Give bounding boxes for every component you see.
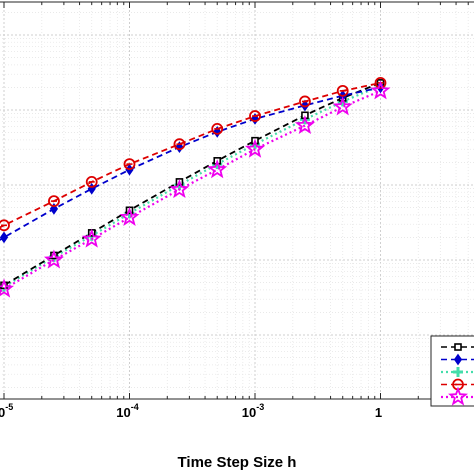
x-tick-label: 10-5 — [0, 402, 13, 420]
star-marker — [0, 278, 15, 298]
series-circle — [0, 76, 387, 232]
axis-ticks — [3, 2, 469, 399]
legend — [430, 335, 474, 407]
series-line — [0, 86, 381, 241]
series-line — [0, 84, 381, 291]
x-tick-label: 10-4 — [116, 402, 138, 420]
star-marker — [332, 96, 353, 116]
star-marker — [43, 249, 64, 269]
circle-marker — [336, 84, 349, 97]
circle-marker — [211, 122, 224, 135]
x-tick-label-base: 10 — [0, 405, 5, 420]
circle-marker — [0, 219, 10, 232]
star-marker — [207, 159, 228, 179]
plus-marker — [453, 367, 463, 377]
star-marker — [370, 80, 391, 100]
x-axis-title: Time Step Size h — [178, 454, 297, 471]
legend-entry — [441, 386, 474, 406]
grid — [0, 2, 474, 399]
x-tick-label-exponent: -5 — [5, 402, 13, 412]
x-tick-label: 1 — [375, 405, 382, 420]
star-marker — [119, 206, 140, 226]
x-tick-label: 10-3 — [242, 402, 264, 420]
star-marker — [81, 228, 102, 248]
diamond-marker — [0, 231, 9, 244]
x-tick-label-base: 10 — [116, 405, 130, 420]
diamond-marker — [453, 353, 463, 366]
circle-marker — [374, 76, 387, 89]
series-star — [0, 80, 391, 298]
x-tick-labels: 10-510-410-31 — [0, 402, 382, 420]
series-layer — [0, 76, 391, 298]
diamond-marker — [300, 99, 310, 112]
x-tick-label-base: 1 — [375, 405, 382, 420]
star-marker — [244, 138, 266, 158]
circle-marker — [48, 195, 60, 208]
circle-marker — [299, 95, 311, 108]
series-diamond — [0, 81, 385, 244]
star-marker — [294, 115, 315, 135]
star-marker — [169, 178, 190, 199]
circle-marker — [249, 110, 261, 122]
square-marker — [454, 343, 462, 351]
legend-entry — [441, 367, 474, 377]
circle-marker — [85, 175, 98, 188]
circle-marker — [123, 158, 136, 170]
x-tick-label-exponent: -4 — [131, 402, 139, 412]
x-tick-label-base: 10 — [242, 405, 256, 420]
series-line — [0, 82, 381, 229]
circle-marker — [173, 138, 186, 151]
x-tick-label-exponent: -3 — [256, 402, 264, 412]
star-marker — [448, 386, 468, 406]
series-line — [0, 82, 381, 289]
